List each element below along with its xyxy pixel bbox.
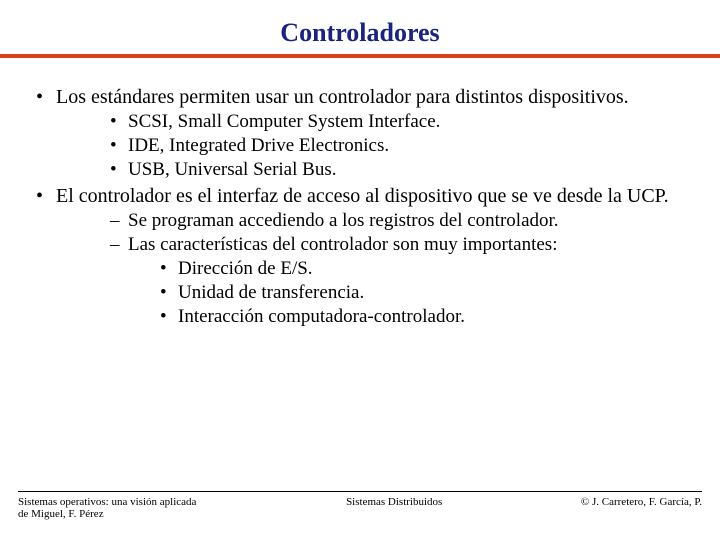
list-text: USB, Universal Serial Bus. xyxy=(128,159,336,180)
bullet-list-l2: Se programan accediendo a los registros … xyxy=(110,210,690,328)
list-item: Los estándares permiten usar un controla… xyxy=(30,86,690,181)
list-item: USB, Universal Serial Bus. xyxy=(110,159,690,181)
slide-title: Controladores xyxy=(0,18,720,48)
footer-rule xyxy=(18,491,702,492)
list-text: SCSI, Small Computer System Interface. xyxy=(128,111,440,132)
footer-left-line2: de Miguel, F. Pérez xyxy=(18,508,292,520)
list-text: Dirección de E/S. xyxy=(178,258,313,279)
list-item: El controlador es el interfaz de acceso … xyxy=(30,185,690,328)
list-item: Interacción computadora-controlador. xyxy=(160,306,690,328)
list-item: Las características del controlador son … xyxy=(110,234,690,328)
footer-left-line1: Sistemas operativos: una visión aplicada xyxy=(18,496,292,508)
footer-row: Sistemas operativos: una visión aplicada… xyxy=(18,496,702,520)
bullet-list-l3: Dirección de E/S. Unidad de transferenci… xyxy=(160,258,690,328)
content-area: Los estándares permiten usar un controla… xyxy=(0,58,720,328)
list-item: Se programan accediendo a los registros … xyxy=(110,210,690,232)
list-text: Interacción computadora-controlador. xyxy=(178,306,465,327)
list-text: Se programan accediendo a los registros … xyxy=(128,210,559,231)
footer-left: Sistemas operativos: una visión aplicada… xyxy=(18,496,292,520)
list-text: Las características del controlador son … xyxy=(128,234,557,255)
list-item: Dirección de E/S. xyxy=(160,258,690,280)
list-item: SCSI, Small Computer System Interface. xyxy=(110,111,690,133)
footer-right: © J. Carretero, F. García, P. xyxy=(497,496,702,508)
list-item: Unidad de transferencia. xyxy=(160,282,690,304)
list-item: IDE, Integrated Drive Electronics. xyxy=(110,135,690,157)
bullet-list-l1: Los estándares permiten usar un controla… xyxy=(30,86,690,328)
footer: Sistemas operativos: una visión aplicada… xyxy=(0,491,720,520)
footer-center: Sistemas Distribuidos xyxy=(292,496,497,508)
list-text: Unidad de transferencia. xyxy=(178,282,364,303)
list-text: El controlador es el interfaz de acceso … xyxy=(56,185,669,207)
bullet-list-l2: SCSI, Small Computer System Interface. I… xyxy=(110,111,690,181)
list-text: IDE, Integrated Drive Electronics. xyxy=(128,135,389,156)
list-text: Los estándares permiten usar un controla… xyxy=(56,86,629,108)
